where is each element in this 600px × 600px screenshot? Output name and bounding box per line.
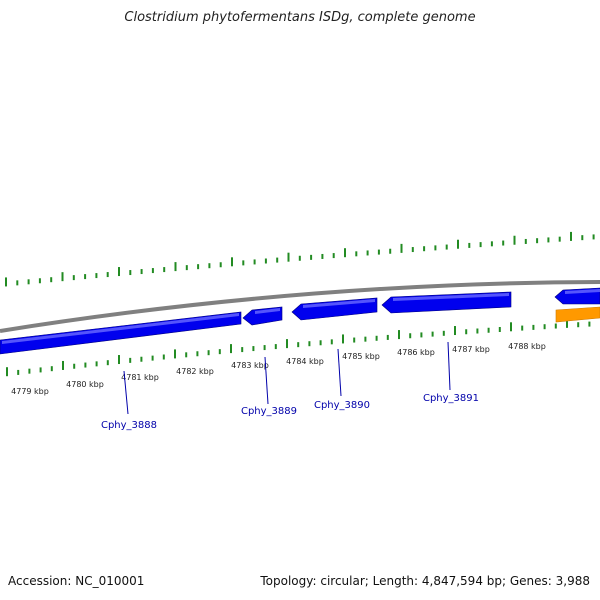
scale-label: 4786 kbp <box>397 348 435 357</box>
gene-label[interactable]: Cphy_3889 <box>241 406 297 417</box>
gene-highlight <box>303 299 375 308</box>
scale-label: 4780 kbp <box>66 380 104 389</box>
gene-labels: Cphy_3888 Cphy_3889 Cphy_3890 Cphy_3891 <box>101 341 479 431</box>
genome-summary: Topology: circular; Length: 4,847,594 bp… <box>260 574 590 588</box>
scale-label: 4787 kbp <box>452 345 490 354</box>
gene-leader-line <box>123 370 129 415</box>
scale-label: 4782 kbp <box>176 367 214 376</box>
scale-label: 4779 kbp <box>11 387 49 396</box>
upper-tick-track <box>5 231 595 287</box>
genome-title: Clostridium phytofermentans ISDg, comple… <box>124 10 476 25</box>
scale-label: 4783 kbp <box>231 361 269 370</box>
gene-label[interactable]: Cphy_3891 <box>423 393 479 404</box>
gene-leader-line <box>337 348 342 397</box>
scale-label: 4788 kbp <box>508 342 546 351</box>
gene-features <box>0 287 600 355</box>
gene-label[interactable]: Cphy_3890 <box>314 400 370 411</box>
genome-backbone <box>0 280 600 333</box>
gene-highlight <box>2 313 239 344</box>
gene-highlight <box>255 308 280 314</box>
scale-label: 4784 kbp <box>286 357 324 366</box>
accession-label: Accession: NC_010001 <box>8 574 145 588</box>
gene-highlight <box>393 293 509 301</box>
scale-labels: 4779 kbp 4780 kbp 4781 kbp 4782 kbp 4783 kbp… <box>11 342 546 396</box>
gene-label[interactable]: Cphy_3888 <box>101 420 157 431</box>
gene-leader-line <box>447 341 451 391</box>
gene-arrow-orange[interactable] <box>555 306 600 323</box>
gene-leader-line <box>264 356 269 405</box>
lower-tick-track <box>6 318 591 377</box>
scale-label: 4785 kbp <box>342 352 380 361</box>
scale-label: 4781 kbp <box>121 373 159 382</box>
gene-highlight <box>565 289 600 294</box>
